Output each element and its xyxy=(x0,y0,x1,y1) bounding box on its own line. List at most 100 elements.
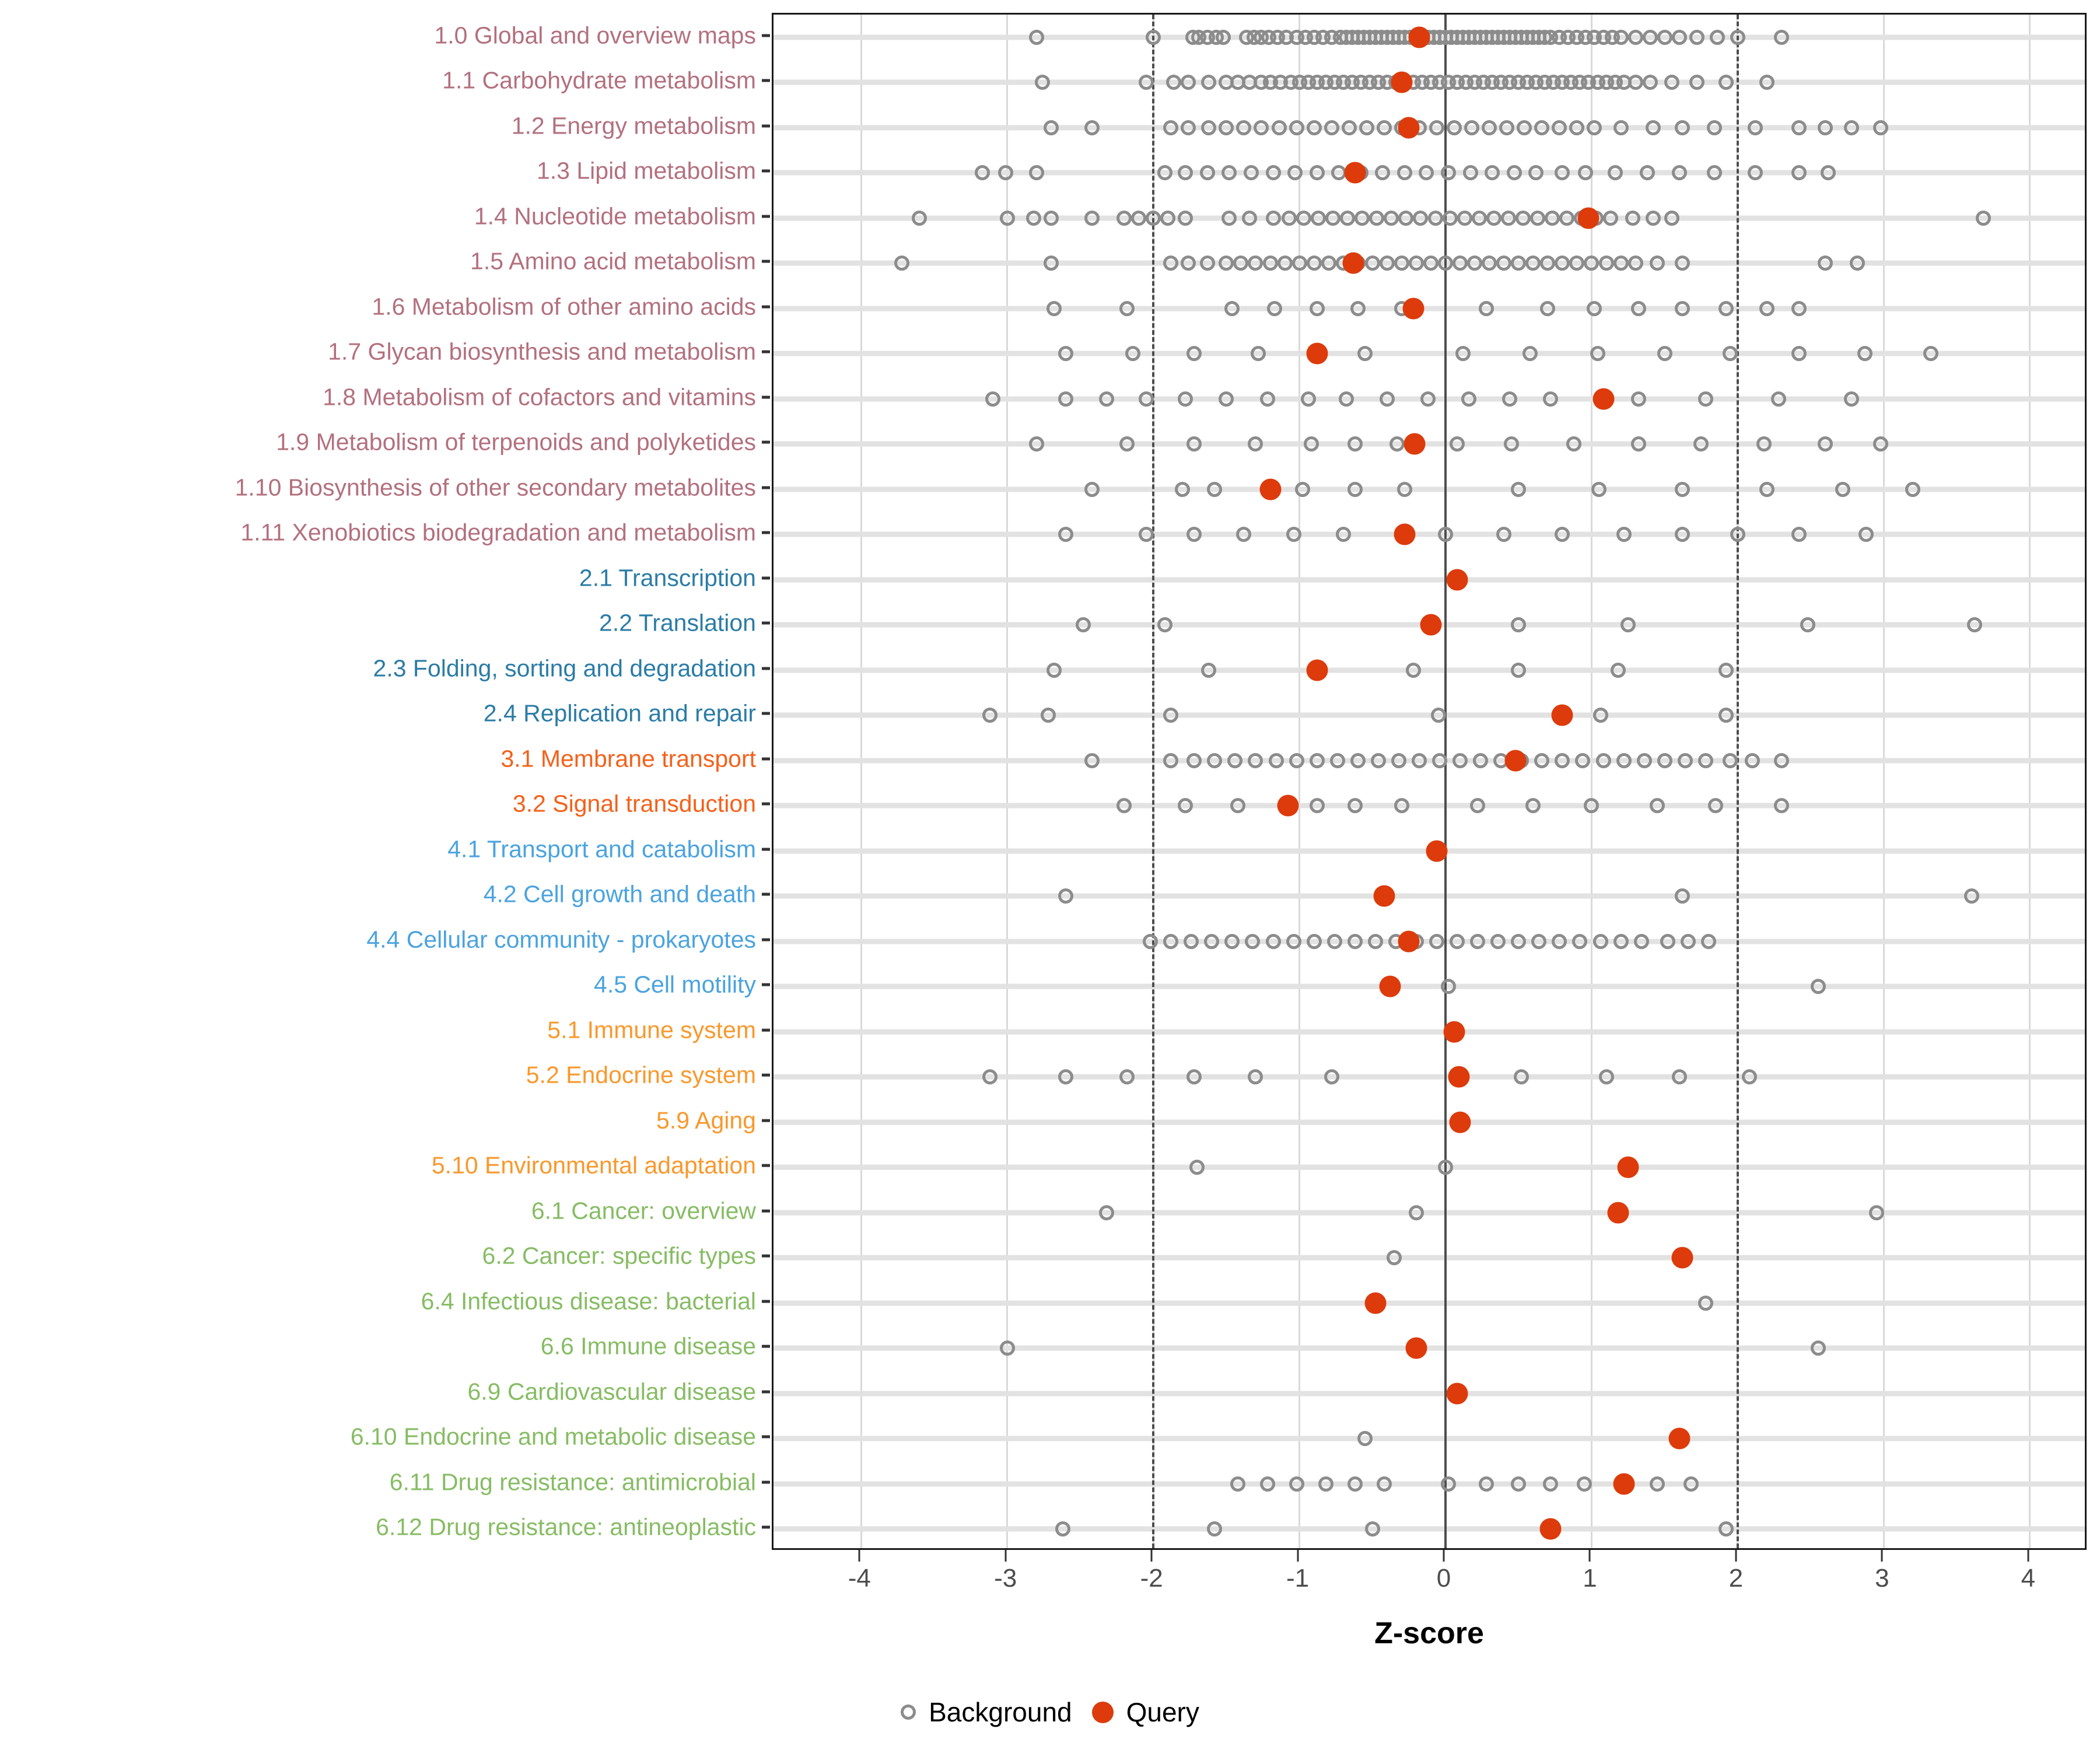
background-point xyxy=(1718,300,1734,316)
y-axis-tick-label: 5.10 Environmental adaptation xyxy=(431,1152,756,1179)
background-point xyxy=(1219,120,1234,135)
gridline-horizontal xyxy=(774,441,2085,447)
background-point xyxy=(1340,210,1356,226)
background-point xyxy=(1427,210,1443,226)
background-point xyxy=(1552,933,1567,949)
query-point[interactable] xyxy=(1607,1202,1629,1224)
query-point[interactable] xyxy=(1342,252,1364,274)
background-point xyxy=(1975,210,1991,226)
background-point xyxy=(1043,256,1059,271)
y-axis-tick-mark xyxy=(762,169,770,173)
query-point[interactable] xyxy=(1394,523,1416,545)
background-point xyxy=(1543,391,1559,407)
y-axis-tick-label: 1.10 Biosynthesis of other secondary met… xyxy=(235,474,756,501)
background-point xyxy=(1046,300,1062,316)
background-point xyxy=(1394,256,1409,271)
query-point[interactable] xyxy=(1551,704,1573,726)
background-point xyxy=(1657,29,1672,45)
query-point[interactable] xyxy=(1592,388,1615,410)
x-axis-tick-label: 0 xyxy=(1436,1564,1451,1592)
background-point xyxy=(1534,752,1550,768)
background-point xyxy=(999,1340,1015,1356)
query-point[interactable] xyxy=(1539,1518,1562,1540)
background-point xyxy=(1311,210,1326,226)
background-point xyxy=(1243,165,1259,181)
background-point xyxy=(1384,210,1399,226)
background-point xyxy=(1578,165,1594,181)
query-point[interactable] xyxy=(1449,1111,1471,1133)
query-point[interactable] xyxy=(1613,1473,1635,1495)
background-point xyxy=(1818,436,1833,452)
query-point[interactable] xyxy=(1671,1247,1693,1269)
query-point[interactable] xyxy=(1426,840,1448,862)
query-point[interactable] xyxy=(1344,162,1366,184)
background-point xyxy=(1531,933,1547,949)
background-point xyxy=(1186,752,1202,768)
y-axis-tick-label: 6.6 Immune disease xyxy=(540,1332,756,1360)
gridline-horizontal xyxy=(774,351,2085,356)
y-axis-tick-label: 4.5 Cell motility xyxy=(594,971,756,998)
query-point[interactable] xyxy=(1617,1156,1639,1178)
query-point[interactable] xyxy=(1398,117,1420,139)
background-point xyxy=(1131,210,1147,226)
query-point[interactable] xyxy=(1446,1382,1468,1405)
background-point xyxy=(1500,210,1516,226)
background-point xyxy=(1759,75,1775,90)
background-point xyxy=(1610,662,1626,678)
query-point[interactable] xyxy=(1504,750,1527,772)
y-axis-tick-label: 1.2 Energy metabolism xyxy=(511,112,756,139)
query-point[interactable] xyxy=(1398,930,1420,953)
query-point[interactable] xyxy=(1405,1337,1427,1359)
background-point xyxy=(1709,29,1725,45)
query-point[interactable] xyxy=(1402,298,1424,320)
background-point xyxy=(1791,527,1807,542)
background-point xyxy=(1534,120,1550,135)
query-point[interactable] xyxy=(1668,1427,1690,1450)
background-point xyxy=(1043,120,1059,135)
query-point[interactable] xyxy=(1277,794,1299,817)
background-point xyxy=(1394,798,1409,814)
background-point xyxy=(1251,346,1266,362)
query-point[interactable] xyxy=(1391,71,1413,93)
query-point[interactable] xyxy=(1448,1066,1470,1088)
query-point[interactable] xyxy=(1259,478,1281,501)
gridline-horizontal xyxy=(774,306,2085,312)
background-point xyxy=(1664,210,1680,226)
legend-item-query[interactable]: Query xyxy=(1091,1696,1199,1728)
background-point xyxy=(1657,752,1672,768)
gridline-vertical xyxy=(1882,15,1885,1548)
background-point xyxy=(1441,979,1457,995)
background-point xyxy=(1058,391,1073,407)
legend-item-background[interactable]: Background xyxy=(901,1696,1072,1728)
background-point xyxy=(1324,1069,1339,1085)
query-point[interactable] xyxy=(1408,26,1430,48)
background-point xyxy=(1503,436,1519,452)
query-point[interactable] xyxy=(1306,342,1328,365)
query-point[interactable] xyxy=(1379,975,1401,998)
y-axis-tick-label: 2.1 Transcription xyxy=(579,564,756,592)
y-axis-tick-label: 5.1 Immune system xyxy=(547,1016,756,1044)
background-point xyxy=(1502,391,1518,407)
query-point[interactable] xyxy=(1577,207,1600,229)
y-axis-tick-mark xyxy=(762,440,770,444)
background-point xyxy=(1163,752,1179,768)
background-point xyxy=(1271,120,1287,135)
query-point[interactable] xyxy=(1420,614,1442,636)
background-point xyxy=(1166,75,1182,90)
gridline-horizontal xyxy=(774,803,2085,808)
query-point[interactable] xyxy=(1373,885,1395,907)
query-point[interactable] xyxy=(1446,569,1468,591)
background-point xyxy=(1555,752,1570,768)
background-point xyxy=(1376,120,1392,135)
background-point xyxy=(1026,210,1041,226)
query-point[interactable] xyxy=(1364,1292,1387,1314)
x-axis-tick-mark xyxy=(2027,1550,2029,1562)
background-point xyxy=(1873,120,1889,135)
background-point xyxy=(1674,481,1690,497)
y-axis-tick-label: 4.2 Cell growth and death xyxy=(483,880,756,908)
x-axis-tick-label: 3 xyxy=(1875,1564,1889,1592)
query-point[interactable] xyxy=(1443,1021,1465,1043)
query-point[interactable] xyxy=(1404,433,1426,455)
background-point xyxy=(1119,436,1135,452)
query-point[interactable] xyxy=(1306,659,1328,681)
